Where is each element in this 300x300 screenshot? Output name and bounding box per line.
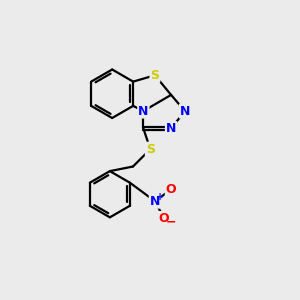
- Text: N: N: [138, 105, 148, 118]
- Text: N: N: [180, 105, 190, 118]
- Text: S: S: [146, 143, 155, 156]
- Text: N: N: [166, 122, 176, 135]
- Text: O: O: [159, 212, 170, 225]
- Text: N: N: [150, 195, 160, 208]
- Text: O: O: [166, 183, 176, 196]
- Text: +: +: [156, 192, 164, 202]
- Text: −: −: [165, 215, 176, 229]
- Text: S: S: [150, 69, 159, 82]
